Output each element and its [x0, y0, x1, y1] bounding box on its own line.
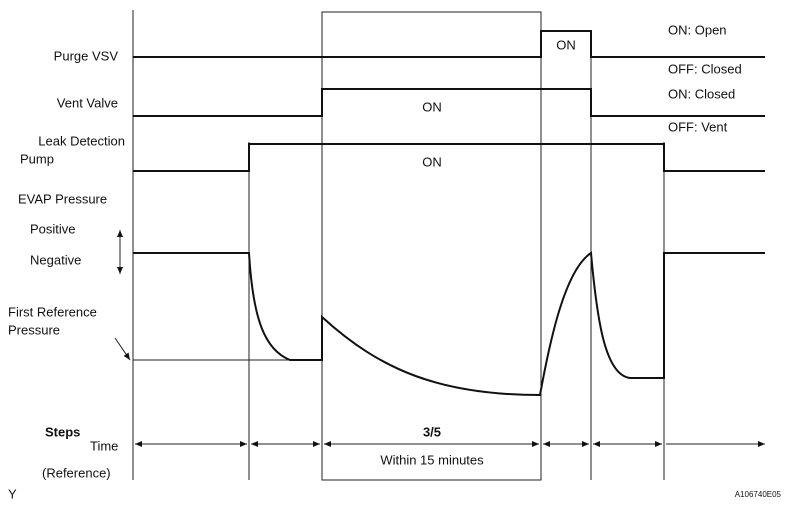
on-label: ON	[422, 99, 442, 114]
time-arrows	[114, 230, 765, 447]
signal-label: Leak Detection	[38, 133, 125, 148]
duration-label: Within 15 minutes	[380, 452, 484, 467]
step-number: 3/5	[423, 424, 441, 439]
state-label: ON: Closed	[668, 86, 735, 101]
signal-label: Vent Valve	[57, 95, 118, 110]
reference-label: First Reference	[8, 304, 97, 319]
state-label: ON: Open	[668, 22, 727, 37]
reference-note: (Reference)	[42, 465, 111, 480]
footer-left: Y	[8, 486, 17, 501]
vent-valve-signal	[133, 88, 765, 117]
on-label: ON	[556, 37, 576, 52]
pressure-signal	[133, 251, 765, 397]
purge-vsv-signal	[133, 30, 765, 58]
pump-signal	[133, 143, 765, 172]
state-label: OFF: Vent	[668, 119, 728, 134]
state-label: OFF: Closed	[668, 61, 742, 76]
pressure-label: EVAP Pressure	[18, 191, 107, 206]
signal-label: Purge VSV	[54, 48, 119, 63]
steps-label: Steps	[45, 424, 80, 439]
on-label: ON	[422, 154, 442, 169]
positive-label: Positive	[30, 221, 76, 236]
signal-label: Pump	[20, 151, 54, 166]
negative-label: Negative	[30, 252, 81, 267]
grid	[132, 10, 665, 481]
reference-label: Pressure	[8, 322, 60, 337]
footer-right: A106740E05	[735, 490, 782, 499]
time-label: Time	[90, 438, 118, 453]
